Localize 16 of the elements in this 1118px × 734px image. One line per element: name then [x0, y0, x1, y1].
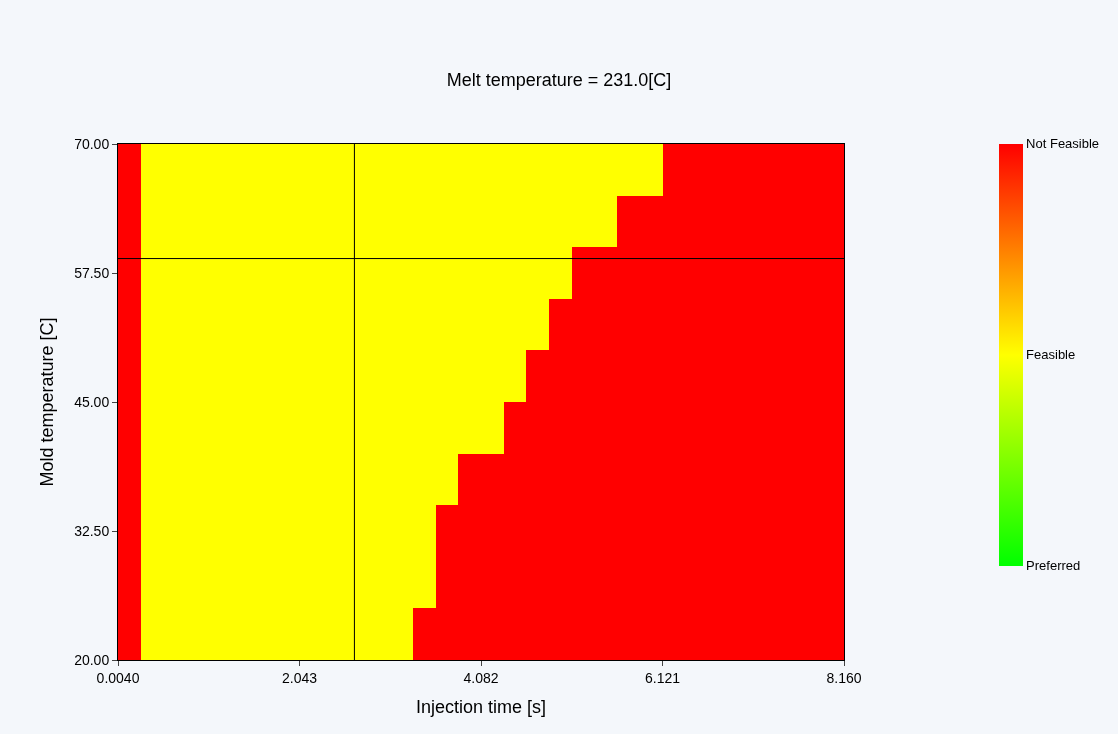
x-tick-label: 6.121: [644, 669, 681, 686]
color-bar-label: Preferred: [1026, 558, 1081, 574]
y-axis-title: Mold temperature [C]: [37, 317, 58, 487]
chart-title: Melt temperature = 231.0[C]: [446, 70, 672, 90]
x-tick-label: 2.043: [281, 669, 318, 686]
y-tick-label: 32.50: [74, 522, 110, 539]
y-tick-label: 20.00: [74, 651, 110, 668]
color-bar-label: Not Feasible: [1026, 136, 1100, 152]
y-tick-label: 57.50: [74, 264, 110, 281]
x-tick-label: 8.160: [826, 669, 862, 686]
x-axis-title: Injection time [s]: [415, 696, 547, 717]
color-bar-label: Feasible: [1026, 347, 1076, 363]
x-tick-label: 0.0040: [96, 669, 140, 686]
x-tick-label: 4.082: [463, 669, 499, 686]
y-tick-label: 70.00: [74, 135, 110, 152]
y-tick-label: 45.00: [74, 393, 110, 410]
